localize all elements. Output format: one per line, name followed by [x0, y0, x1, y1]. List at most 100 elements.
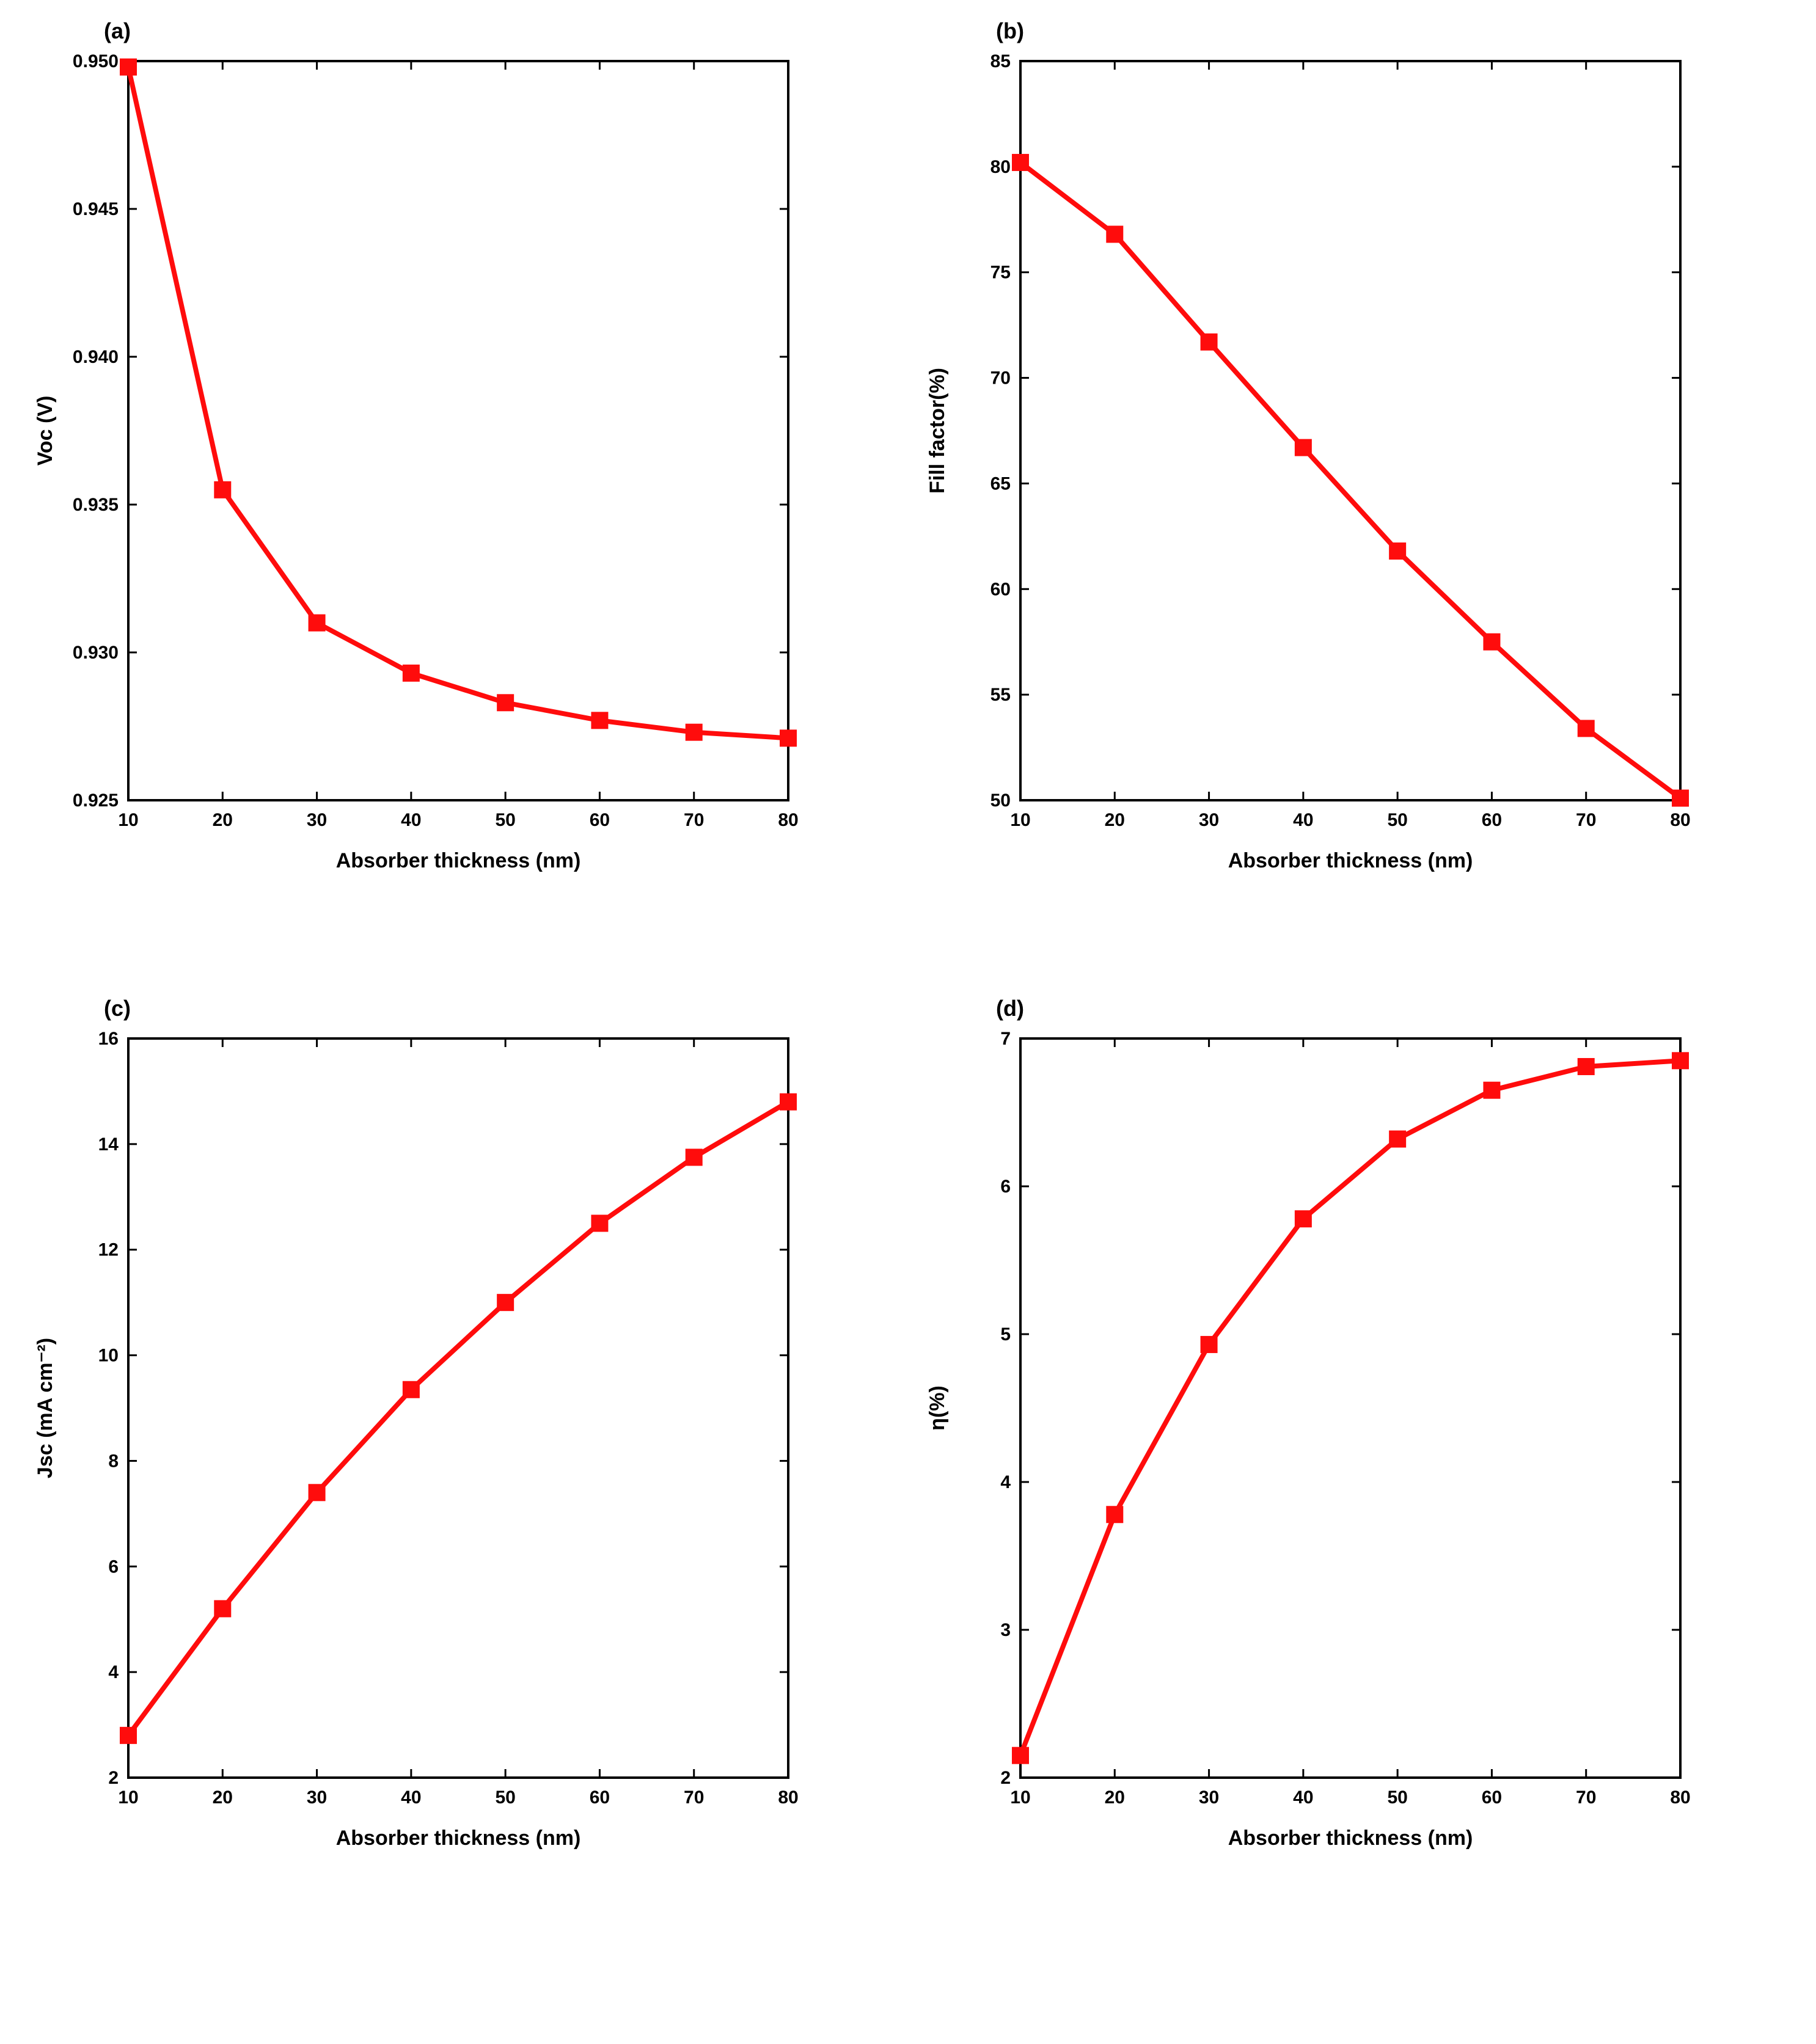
data-marker: [1201, 1336, 1218, 1353]
x-axis-label: Absorber thickness (nm): [1228, 849, 1473, 872]
data-marker: [780, 1093, 797, 1111]
ytick-label: 0.945: [73, 199, 119, 219]
xtick-label: 10: [118, 810, 138, 830]
ytick-label: 10: [98, 1346, 119, 1366]
data-marker: [1578, 1058, 1595, 1075]
data-marker: [120, 1727, 137, 1744]
data-marker: [1295, 1210, 1312, 1227]
ytick-label: 75: [990, 263, 1011, 283]
panel-d: (d)1020304050607080234567Absorber thickn…: [917, 1002, 1735, 1918]
ytick-label: 50: [990, 790, 1011, 811]
xtick-label: 60: [590, 810, 610, 830]
data-marker: [1106, 1506, 1123, 1523]
ytick-label: 8: [108, 1451, 119, 1471]
panel-label-a: (a): [104, 18, 131, 44]
xtick-label: 10: [1010, 810, 1030, 830]
data-marker: [497, 1294, 514, 1311]
xtick-label: 80: [778, 810, 798, 830]
ytick-label: 0.940: [73, 347, 119, 367]
data-marker: [1483, 1082, 1500, 1099]
xtick-label: 30: [307, 1787, 327, 1808]
xtick-label: 40: [1293, 1787, 1313, 1808]
data-marker: [403, 665, 420, 682]
panel-a: (a)10203040506070800.9250.9300.9350.9400…: [24, 24, 843, 941]
ytick-label: 12: [98, 1240, 119, 1260]
chart-grid: (a)10203040506070800.9250.9300.9350.9400…: [24, 24, 1735, 1918]
xtick-label: 50: [1387, 1787, 1407, 1808]
xtick-label: 30: [1199, 810, 1219, 830]
x-axis-label: Absorber thickness (nm): [1228, 1827, 1473, 1850]
xtick-label: 60: [1482, 810, 1502, 830]
x-axis-label: Absorber thickness (nm): [336, 849, 581, 872]
ytick-label: 3: [1000, 1620, 1011, 1640]
data-marker: [1672, 1052, 1689, 1069]
data-marker: [1672, 790, 1689, 807]
data-marker: [1012, 154, 1029, 171]
xtick-label: 70: [684, 810, 704, 830]
panel-label-b: (b): [996, 18, 1024, 44]
ytick-label: 0.935: [73, 495, 119, 515]
data-marker: [309, 615, 326, 632]
xtick-label: 40: [401, 810, 421, 830]
ytick-label: 60: [990, 579, 1011, 599]
xtick-label: 80: [1670, 810, 1690, 830]
ytick-label: 70: [990, 368, 1011, 389]
xtick-label: 50: [495, 1787, 515, 1808]
data-marker: [1483, 633, 1500, 651]
ytick-label: 80: [990, 157, 1011, 177]
xtick-label: 20: [1105, 1787, 1125, 1808]
xtick-label: 60: [1482, 1787, 1502, 1808]
xtick-label: 20: [213, 1787, 233, 1808]
chart-a: 10203040506070800.9250.9300.9350.9400.94…: [24, 24, 819, 910]
y-axis-label: Voc (V): [34, 396, 57, 466]
x-axis-label: Absorber thickness (nm): [336, 1827, 581, 1850]
ytick-label: 2: [108, 1768, 119, 1788]
data-marker: [686, 724, 703, 741]
xtick-label: 70: [1576, 1787, 1596, 1808]
chart-b: 10203040506070805055606570758085Absorber…: [917, 24, 1711, 910]
xtick-label: 10: [118, 1787, 138, 1808]
y-axis-label: η(%): [926, 1385, 949, 1431]
ytick-label: 16: [98, 1029, 119, 1049]
xtick-label: 80: [1670, 1787, 1690, 1808]
ytick-label: 4: [1000, 1472, 1011, 1492]
xtick-label: 80: [778, 1787, 798, 1808]
ytick-label: 65: [990, 473, 1011, 494]
ytick-label: 0.925: [73, 790, 119, 811]
panel-label-d: (d): [996, 996, 1024, 1021]
chart-d: 1020304050607080234567Absorber thickness…: [917, 1002, 1711, 1888]
data-marker: [591, 1215, 608, 1232]
ytick-label: 55: [990, 685, 1011, 705]
ytick-label: 0.950: [73, 51, 119, 71]
xtick-label: 70: [684, 1787, 704, 1808]
data-marker: [120, 59, 137, 76]
xtick-label: 50: [1387, 810, 1407, 830]
data-marker: [1012, 1747, 1029, 1764]
xtick-label: 40: [401, 1787, 421, 1808]
data-marker: [1389, 1131, 1406, 1148]
data-marker: [214, 1600, 231, 1617]
plot-area: [1020, 1038, 1680, 1778]
data-marker: [309, 1484, 326, 1501]
y-axis-label: Fill factor(%): [926, 368, 949, 494]
xtick-label: 60: [590, 1787, 610, 1808]
xtick-label: 20: [1105, 810, 1125, 830]
data-marker: [1389, 542, 1406, 560]
data-marker: [686, 1148, 703, 1166]
ytick-label: 6: [108, 1557, 119, 1577]
ytick-label: 2: [1000, 1768, 1011, 1788]
xtick-label: 50: [495, 810, 515, 830]
data-marker: [591, 712, 608, 729]
data-marker: [497, 694, 514, 711]
chart-c: 1020304050607080246810121416Absorber thi…: [24, 1002, 819, 1888]
ytick-label: 7: [1000, 1029, 1011, 1049]
data-marker: [1578, 720, 1595, 737]
ytick-label: 14: [98, 1134, 119, 1155]
data-marker: [1106, 225, 1123, 243]
data-marker: [1201, 334, 1218, 351]
data-marker: [1295, 439, 1312, 456]
xtick-label: 70: [1576, 810, 1596, 830]
xtick-label: 40: [1293, 810, 1313, 830]
y-axis-label: Jsc (mA cm⁻²): [34, 1338, 57, 1478]
ytick-label: 5: [1000, 1324, 1011, 1345]
